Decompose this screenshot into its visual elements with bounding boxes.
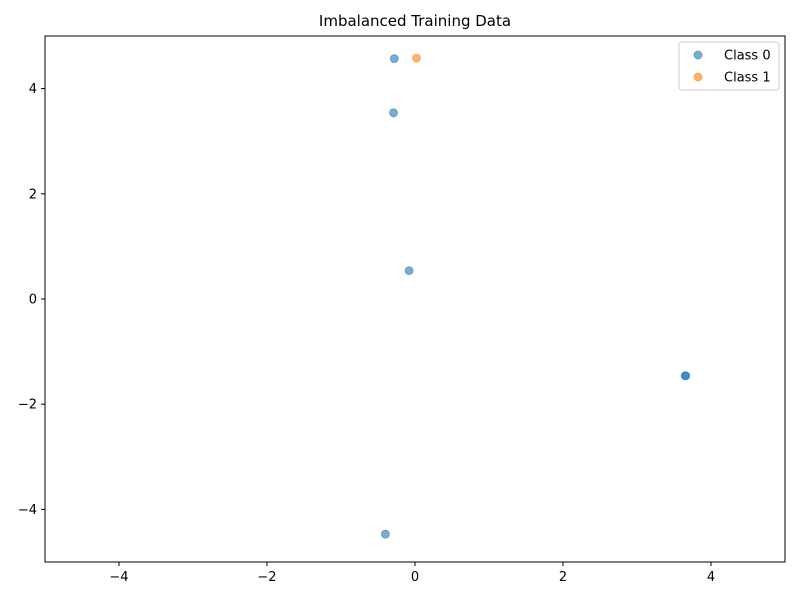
legend-marker bbox=[693, 72, 703, 82]
x-axis: −4 −2 0 2 4 bbox=[109, 562, 715, 585]
plot-frame bbox=[44, 35, 786, 563]
legend: Class 0 Class 1 bbox=[678, 41, 780, 91]
data-point-class-0 bbox=[404, 266, 414, 275]
data-points bbox=[380, 53, 691, 539]
legend-marker bbox=[693, 50, 703, 60]
x-tick-label: 2 bbox=[559, 570, 567, 585]
x-tick-label: −4 bbox=[109, 570, 128, 585]
data-point-class-1 bbox=[412, 53, 421, 63]
y-tick-label: 4 bbox=[29, 82, 37, 97]
data-point-class-0 bbox=[389, 54, 399, 64]
data-point-class-0 bbox=[681, 371, 691, 381]
legend-label: Class 0 bbox=[724, 49, 771, 64]
legend-label: Class 1 bbox=[724, 71, 771, 86]
legend-box bbox=[678, 41, 780, 91]
y-tick-label: −4 bbox=[18, 503, 37, 518]
y-axis: −4 −2 0 2 4 bbox=[18, 82, 45, 518]
x-tick-label: 4 bbox=[707, 570, 715, 585]
x-tick-label: 0 bbox=[411, 570, 419, 585]
data-point-class-0 bbox=[389, 108, 398, 118]
y-tick-label: 2 bbox=[29, 187, 37, 202]
x-tick-label: −2 bbox=[257, 570, 276, 585]
chart-title: Imbalanced Training Data bbox=[319, 12, 511, 30]
data-point-class-0 bbox=[380, 529, 390, 539]
plot-area bbox=[45, 36, 785, 562]
y-tick-label: 0 bbox=[29, 293, 37, 308]
y-tick-label: −2 bbox=[18, 398, 37, 413]
